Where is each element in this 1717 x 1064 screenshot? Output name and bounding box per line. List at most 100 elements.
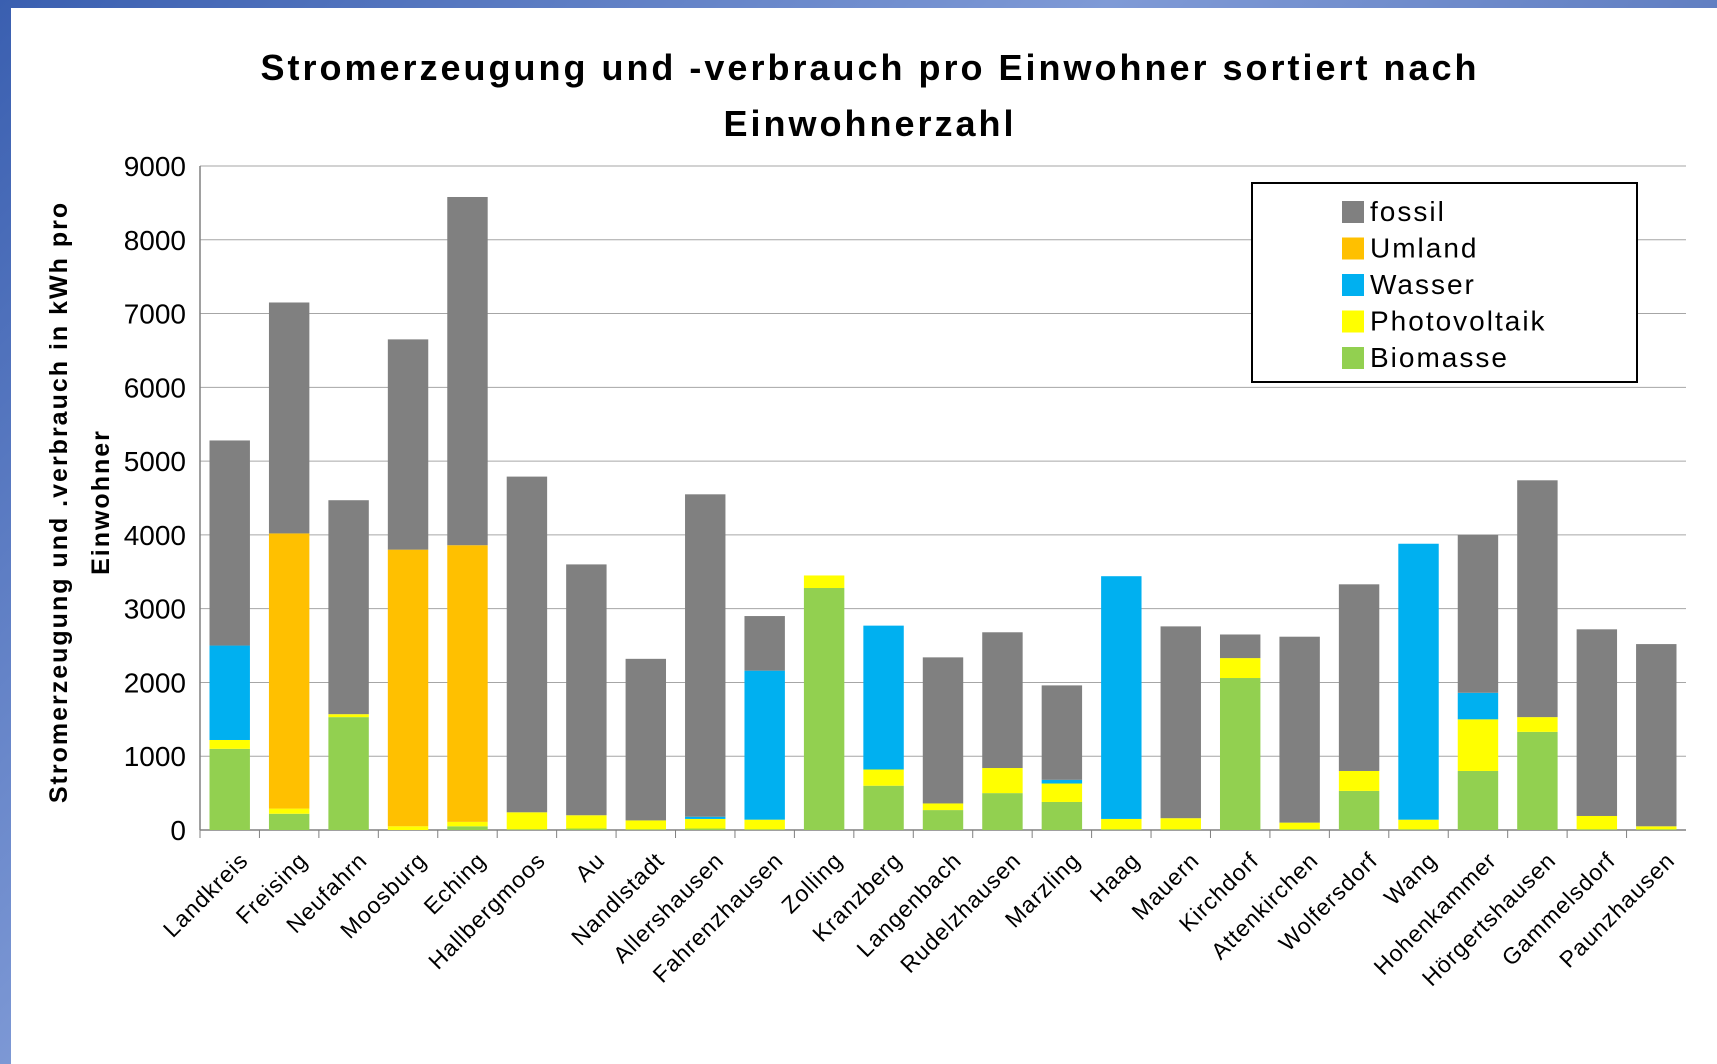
bar-segment [685, 828, 726, 830]
legend-swatch [1342, 237, 1364, 260]
bar-segment [922, 657, 964, 804]
x-tick-label: Landkreis [158, 847, 253, 942]
bar-segment [268, 533, 310, 809]
legend-swatch [1342, 310, 1364, 333]
bar-segment [1041, 783, 1083, 802]
bar-segment [447, 196, 488, 546]
y-tick-label: 3000 [124, 594, 186, 625]
legend-label: Biomasse [1370, 342, 1509, 373]
bar-segment [209, 440, 250, 646]
bar-segment [1457, 770, 1499, 830]
bar-segment [803, 588, 845, 830]
bar-segment [566, 815, 607, 829]
bar-segment [1517, 717, 1558, 732]
bar-segment [863, 625, 904, 770]
bar-segment [387, 339, 429, 550]
y-tick-label: 4000 [124, 520, 186, 551]
legend-label: Wasser [1370, 269, 1476, 300]
bar-segment [566, 828, 607, 830]
bar-segment [268, 813, 310, 830]
bar-segment [209, 748, 250, 830]
y-tick-label: 9000 [124, 151, 186, 182]
y-tick-label: 6000 [124, 372, 186, 403]
bar-segment [982, 793, 1023, 830]
y-tick-label: 5000 [124, 446, 186, 477]
bar-segment [1101, 818, 1142, 830]
bar-segment [922, 803, 964, 811]
bar-segment [685, 816, 726, 819]
y-axis-label: Stromerzeugung und .verbrauch in kWh pro… [45, 200, 115, 804]
bar-segment [744, 819, 785, 830]
bar-segment [1219, 678, 1261, 830]
bar-segment [1041, 685, 1083, 780]
bar-segment [1219, 634, 1261, 659]
bar-segment [506, 829, 548, 830]
bar-segment [685, 818, 726, 829]
bar-segment [1398, 829, 1439, 830]
y-tick-label: 0 [170, 815, 186, 846]
bar-segment [328, 717, 369, 830]
bar-segment [328, 714, 369, 718]
bar-segment [685, 494, 726, 817]
bar-segment [1279, 829, 1320, 830]
bar-segment [744, 829, 785, 830]
bar-segment [1517, 731, 1558, 830]
legend-box [1251, 182, 1638, 383]
legend-swatch [1342, 201, 1364, 223]
bar-segment [1160, 818, 1201, 830]
bar-segment [982, 768, 1023, 794]
bar-segment [1160, 626, 1201, 819]
bar-segment [1636, 644, 1677, 827]
bar-segment [625, 829, 667, 830]
bar-segment [982, 632, 1023, 769]
legend-swatch [1342, 274, 1364, 296]
bar-segment [1398, 543, 1439, 820]
bar-segment [1041, 779, 1083, 784]
bar-segment [922, 810, 964, 830]
y-tick-label: 2000 [124, 667, 186, 698]
bar-segment [744, 670, 785, 820]
bar-segment [744, 616, 785, 671]
x-tick-label: Au [570, 847, 610, 887]
bar-segment [1101, 829, 1142, 830]
chart-title: Stromerzeugung und -verbrauch pro Einwoh… [260, 47, 1480, 144]
bar-segment [1576, 829, 1618, 830]
y-tick-label: 1000 [124, 741, 186, 772]
bar-segment [1636, 829, 1677, 830]
bar-segment [1636, 826, 1677, 830]
bar-segment [268, 808, 310, 814]
bar-segment [1576, 815, 1618, 830]
bar-segment [1517, 480, 1558, 718]
bar-segment [1457, 719, 1499, 771]
bar-segment [506, 476, 548, 813]
bar-segment [328, 500, 369, 715]
legend-swatch [1342, 347, 1364, 369]
bar-segment [1279, 636, 1320, 823]
bar-segment [1101, 576, 1142, 819]
bar-segment [1041, 801, 1083, 830]
legend-label: Umland [1370, 233, 1478, 264]
bar-segment [1338, 770, 1380, 791]
bar-segment [268, 302, 310, 534]
bar-segment [447, 545, 488, 822]
bar-segment [447, 826, 488, 830]
bar-segment [1398, 819, 1439, 830]
bar-segment [1338, 584, 1380, 771]
bar-segment [625, 820, 667, 830]
bar-segment [566, 564, 607, 816]
bar-segment [863, 785, 904, 830]
y-tick-label: 7000 [124, 299, 186, 330]
bar-segment [209, 739, 250, 749]
bar-segment [1160, 829, 1201, 830]
bar-segment [506, 812, 548, 830]
bar-segment [863, 769, 904, 786]
legend-label: fossil [1370, 196, 1446, 227]
bar-segment [803, 575, 845, 589]
bar-segment [387, 826, 429, 830]
legend-label: Photovoltaik [1370, 306, 1547, 337]
bar-segment [1338, 790, 1380, 830]
bar-segment [209, 645, 250, 740]
bar-segment [625, 658, 667, 821]
